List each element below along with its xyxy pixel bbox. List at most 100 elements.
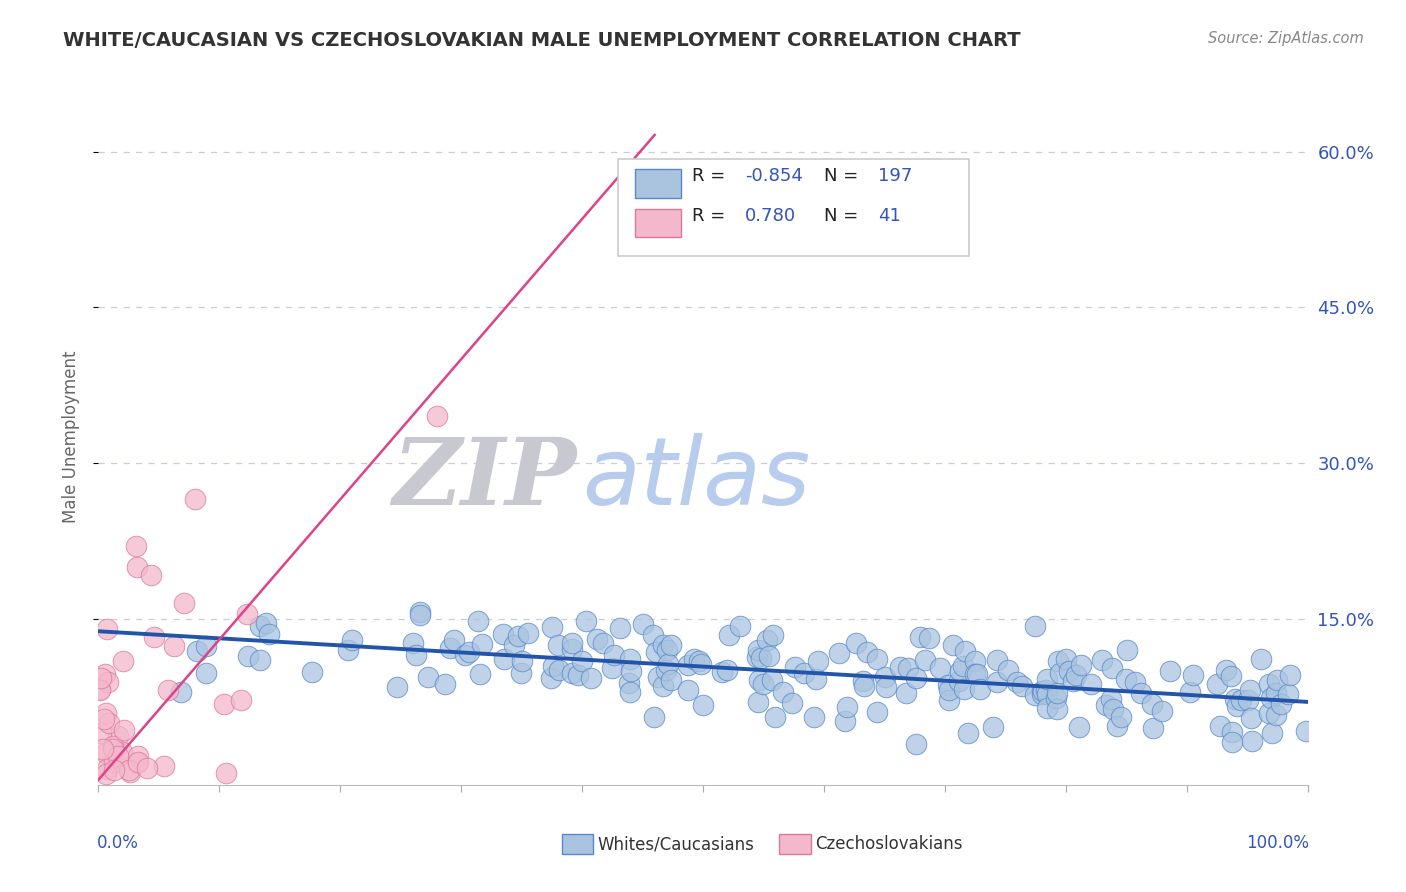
Point (1035, 683, 1057, 698)
Point (93, 712, 115, 726)
Point (103, 755, 125, 769)
Point (1178, 685, 1201, 699)
Point (692, 698, 714, 712)
Point (249, 653, 271, 667)
Point (235, 607, 257, 622)
Point (1226, 698, 1249, 713)
Point (1069, 720, 1091, 734)
Point (548, 663, 571, 677)
Point (1230, 693, 1253, 707)
Point (683, 651, 706, 665)
Point (517, 625, 540, 640)
Text: N =: N = (824, 167, 863, 186)
Point (96, 622, 118, 636)
Point (807, 655, 830, 669)
Point (1005, 675, 1028, 690)
Point (1046, 686, 1069, 700)
Point (828, 646, 851, 660)
Point (541, 658, 564, 673)
Point (503, 638, 526, 652)
FancyBboxPatch shape (561, 834, 593, 854)
Point (1091, 653, 1114, 667)
Point (163, 639, 186, 653)
Point (416, 671, 439, 685)
Point (492, 627, 515, 641)
Point (1265, 673, 1288, 687)
Point (257, 627, 280, 641)
Point (1064, 667, 1087, 681)
Point (1130, 686, 1153, 700)
Text: N =: N = (824, 207, 863, 225)
Point (508, 629, 530, 643)
Text: ZIP: ZIP (392, 434, 576, 524)
Point (1220, 668, 1243, 682)
Point (127, 756, 149, 770)
Point (426, 409, 449, 424)
Y-axis label: Male Unemployment: Male Unemployment (62, 351, 80, 524)
Point (342, 632, 364, 647)
Point (904, 737, 927, 751)
Text: Czechoslovakians: Czechoslovakians (815, 835, 963, 853)
Point (763, 710, 786, 724)
Point (1045, 701, 1067, 715)
Point (620, 664, 643, 678)
Point (896, 685, 918, 699)
Point (981, 720, 1004, 734)
Point (567, 667, 589, 681)
Point (575, 614, 598, 628)
Point (184, 492, 207, 507)
Point (897, 661, 920, 675)
Point (547, 638, 569, 652)
Point (139, 568, 162, 582)
Point (1240, 734, 1263, 748)
FancyBboxPatch shape (636, 169, 682, 198)
Point (439, 641, 461, 656)
Point (127, 755, 149, 769)
Point (236, 648, 259, 663)
Point (118, 764, 141, 779)
Text: 41: 41 (879, 207, 901, 225)
Text: Whites/Caucasians: Whites/Caucasians (598, 835, 755, 853)
Point (1045, 690, 1067, 705)
Point (96, 767, 118, 781)
Point (405, 648, 427, 662)
Point (651, 638, 673, 652)
Point (1101, 661, 1123, 675)
Point (936, 678, 959, 692)
Point (1223, 692, 1246, 706)
Point (89, 683, 111, 698)
Point (908, 630, 931, 644)
Point (409, 608, 432, 623)
Point (963, 654, 986, 668)
Point (1152, 704, 1174, 718)
Text: 0.780: 0.780 (745, 207, 796, 225)
Point (1261, 726, 1284, 740)
Point (91, 742, 114, 756)
Point (711, 665, 734, 679)
Point (1264, 686, 1286, 700)
Point (1054, 652, 1077, 666)
Point (619, 675, 641, 690)
Point (728, 619, 751, 633)
Point (845, 636, 868, 650)
Point (385, 681, 408, 695)
Point (747, 649, 769, 664)
Point (471, 637, 494, 651)
Point (949, 664, 972, 678)
Point (215, 765, 238, 780)
Point (97, 715, 120, 730)
Point (1257, 706, 1279, 721)
Point (602, 648, 624, 662)
Point (1107, 719, 1129, 733)
Point (965, 666, 987, 681)
Point (101, 742, 124, 756)
Point (136, 760, 159, 774)
Point (751, 677, 773, 691)
Point (1032, 684, 1054, 698)
Point (457, 644, 479, 658)
Point (889, 659, 911, 673)
Point (914, 653, 936, 667)
Point (90, 671, 112, 685)
Point (214, 698, 236, 712)
Point (1024, 688, 1046, 702)
